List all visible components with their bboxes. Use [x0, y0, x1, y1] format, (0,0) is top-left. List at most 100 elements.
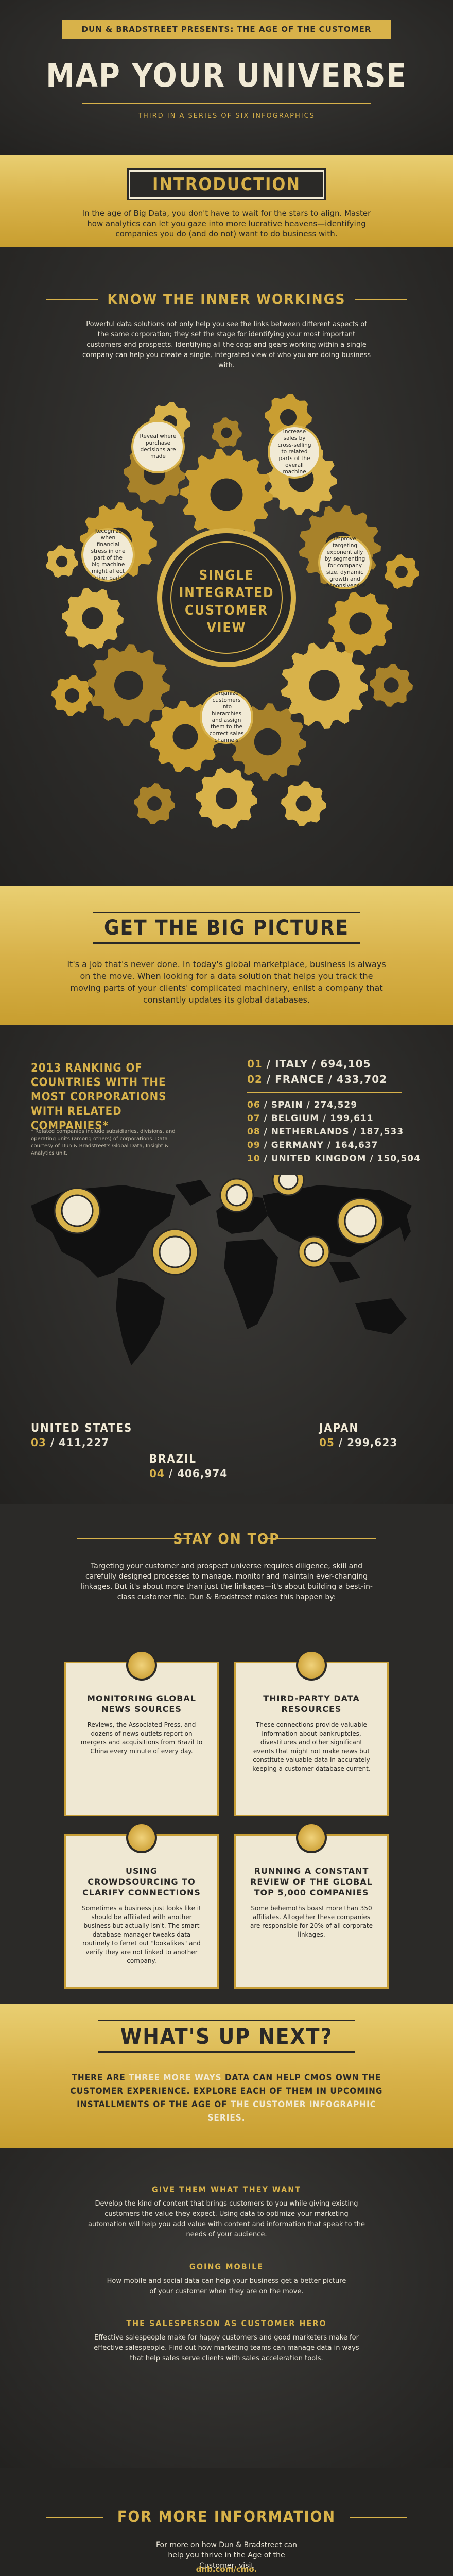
rank: 10	[247, 1154, 260, 1164]
count: 406,974	[177, 1467, 228, 1480]
count: 164,637	[335, 1140, 378, 1150]
country: SPAIN	[271, 1100, 303, 1110]
ranking: 2013 RANKING OF COUNTRIES WITH THE MOST …	[0, 1025, 453, 1504]
country: JAPAN	[319, 1422, 359, 1435]
card-title: THIRD-PARTY DATA RESOURCES	[263, 1693, 360, 1714]
gear-hole	[254, 728, 282, 756]
rank-row: 01 / ITALY / 694,105	[247, 1058, 371, 1070]
item-text: How mobile and social data can help your…	[107, 2277, 346, 2295]
country: NETHERLANDS	[271, 1127, 350, 1137]
intro: INTRODUCTION In the age of Big Data, you…	[0, 155, 453, 247]
card-text: Reviews, the Associated Press, and dozen…	[80, 1721, 203, 1755]
section-text: For more on how Dun & Bradstreet can hel…	[156, 2541, 297, 2570]
count: 274,529	[313, 1100, 358, 1110]
center-ring	[170, 541, 283, 654]
card-text: Sometimes a business just looks like it …	[82, 1905, 201, 1964]
map-label: UNITED STATES 03 / 411,227	[31, 1422, 133, 1449]
text-part: DATA CAN HELP CMOS OWN THE CUSTOMER EXPE…	[70, 2073, 383, 2110]
stay-on-top: STAY ON TOP Targeting your customer and …	[0, 1504, 453, 2004]
item-text: Effective salespeople make for happy cus…	[94, 2334, 359, 2362]
country: UNITED KINGDOM	[271, 1154, 367, 1164]
country: FRANCE	[275, 1073, 324, 1086]
card-text: Some behemoths boast more than 350 affil…	[250, 1905, 373, 1938]
gear-hole	[309, 670, 340, 701]
card-text: These connections provide valuable infor…	[252, 1721, 371, 1772]
section-text: Targeting your customer and prospect uni…	[80, 1562, 373, 1601]
gear-hole	[210, 478, 243, 511]
item-text: Develop the kind of content that brings …	[88, 2200, 365, 2239]
map-label: BRAZIL 04 / 406,974	[149, 1453, 228, 1480]
bubble: Improve targeting exponentially by segme…	[318, 536, 372, 589]
section-heading: GET THE BIG PICTURE	[103, 916, 350, 940]
card-title: USING CROWDSOURCING TO CLARIFY CONNECTIO…	[82, 1866, 201, 1897]
section-text: It's a job that's never done. In today's…	[67, 959, 386, 1005]
text-highlight: THREE MORE WAYS	[129, 2073, 222, 2083]
rank: 02	[247, 1073, 263, 1086]
subtitle: THIRD IN A SERIES OF SIX INFOGRAPHICS	[138, 112, 315, 120]
whats-next: WHAT'S UP NEXT? THERE ARE THREE MORE WAY…	[0, 2004, 453, 2148]
bubble: Recognize when financial stress in one p…	[81, 528, 135, 582]
header: DUN & BRADSTREET PRESENTS: THE AGE OF TH…	[0, 0, 453, 155]
country: BRAZIL	[149, 1453, 197, 1466]
banner: DUN & BRADSTREET PRESENTS: THE AGE OF TH…	[62, 20, 391, 39]
country: ITALY	[275, 1058, 308, 1070]
gear-hole	[114, 671, 143, 700]
gear-hole	[82, 607, 103, 629]
count: 411,227	[59, 1436, 110, 1449]
rank: 05	[319, 1436, 335, 1449]
center-gear	[157, 528, 296, 667]
footnote: * Related companies include subsidiaries…	[31, 1129, 176, 1156]
count: 199,611	[330, 1113, 374, 1124]
text-highlight: THE CUSTOMER INFOGRAPHIC SERIES.	[207, 2099, 376, 2123]
rank-row: 09 / GERMANY / 164,637	[247, 1140, 378, 1150]
section-heading: WHAT'S UP NEXT?	[120, 2024, 333, 2049]
count: 150,504	[377, 1154, 421, 1164]
bubble: Increase sales by cross-selling to relat…	[268, 425, 321, 479]
country: GERMANY	[271, 1140, 324, 1150]
gear-hole	[56, 555, 68, 568]
intro-heading: INTRODUCTION	[152, 174, 301, 195]
bubble: Reveal where purchase decisions are made	[131, 420, 185, 473]
map-label: JAPAN 05 / 299,623	[319, 1422, 398, 1449]
ranking-list: 01 / ITALY / 694,105 02 / FRANCE / 433,7…	[247, 1056, 432, 1165]
rank: 09	[247, 1140, 260, 1150]
gear-hole	[65, 688, 79, 703]
rank: 04	[149, 1467, 165, 1480]
section-heading: FOR MORE INFORMATION	[117, 2508, 336, 2526]
rank-row: 06 / SPAIN / 274,529	[247, 1100, 358, 1110]
gear-hole	[221, 427, 232, 438]
rank: 06	[247, 1100, 260, 1110]
section-text: Powerful data solutions not only help yo…	[82, 320, 371, 369]
text-part: THERE ARE	[72, 2073, 126, 2083]
rank-row: 02 / FRANCE / 433,702	[247, 1073, 388, 1086]
big-picture: GET THE BIG PICTURE It's a job that's ne…	[0, 886, 453, 1025]
section-heading: KNOW THE INNER WORKINGS	[107, 291, 346, 308]
count: 299,623	[347, 1436, 398, 1449]
card: THIRD-PARTY DATA RESOURCES These connecti…	[234, 1650, 389, 1816]
gear-hole	[216, 788, 237, 809]
count: 433,702	[336, 1073, 388, 1086]
card-title: RUNNING A CONSTANT REVIEW OF THE GLOBAL …	[250, 1866, 373, 1897]
rank-row: 07 / BELGIUM / 199,611	[247, 1113, 374, 1124]
count: 694,105	[320, 1058, 371, 1070]
item-title: GIVE THEM WHAT THEY WANT	[151, 2184, 302, 2194]
ranking-title: 2013 RANKING OF COUNTRIES WITH THE MOST …	[31, 1062, 167, 1132]
upcoming: GIVE THEM WHAT THEY WANT Develop the kin…	[0, 2148, 453, 2468]
item-title: THE SALESPERSON AS CUSTOMER HERO	[126, 2318, 327, 2328]
rank: 03	[31, 1436, 46, 1449]
markers	[54, 1175, 384, 1276]
rank: 08	[247, 1127, 260, 1137]
link[interactable]: dnb.com/cmo.	[196, 2565, 257, 2574]
card: USING CROWDSOURCING TO CLARIFY CONNECTIO…	[64, 1822, 219, 1989]
gear-hole	[295, 795, 312, 812]
gear-hole	[384, 677, 399, 693]
card: RUNNING A CONSTANT REVIEW OF THE GLOBAL …	[234, 1822, 389, 1989]
gear-hole	[172, 724, 198, 750]
more-info: FOR MORE INFORMATION For more on how Dun…	[0, 2468, 453, 2576]
rank: 01	[247, 1058, 263, 1070]
center-label: SINGLE INTEGRATED CUSTOMER VIEW	[179, 568, 274, 636]
gear-hole	[280, 409, 297, 426]
inner-workings: KNOW THE INNER WORKINGS Powerful data so…	[0, 247, 453, 886]
rank-row: 08 / NETHERLANDS / 187,533	[247, 1127, 404, 1137]
